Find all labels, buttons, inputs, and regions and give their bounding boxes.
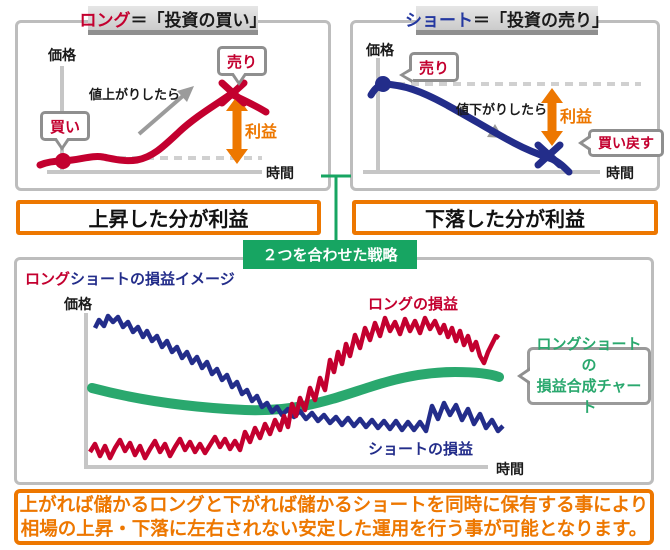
profit-arrow-long (226, 96, 248, 164)
strategy-box-label: ２つを合わせた戦略 (262, 247, 398, 264)
short-title-rest: ＝「投資の売り」 (473, 10, 609, 30)
combined-chart-title: ロングショートの損益イメージ (25, 268, 235, 289)
short-series-label: ショートの損益 (368, 441, 474, 458)
combined-pnl-chart (84, 313, 505, 469)
rise-arrow (137, 93, 186, 136)
fall-note-label: 値下がりしたら (456, 102, 548, 117)
strategy-connector-lines (321, 174, 351, 248)
rise-note-label: 値上がりしたら (89, 87, 181, 102)
short-time-axis-label: 時間 (606, 165, 634, 181)
sell-callout-long-label: 売り (226, 53, 257, 71)
sell-x-mark-icon (218, 79, 248, 107)
buy-point (55, 153, 71, 169)
long-title-highlight: ロング (79, 10, 131, 30)
long-caption-label: 上昇した分が利益 (88, 209, 249, 231)
sell-callout-short-label: 売り (418, 59, 449, 77)
footer-line2: 相場の上昇・下落に左右されない安定した運用を行う事が可能となります。 (20, 518, 648, 539)
long-series-label: ロングの損益 (368, 296, 459, 313)
buyback-x-mark-icon (534, 141, 564, 169)
combined-title-rest: ショートの損益イメージ (70, 271, 235, 288)
combined-price-axis-label: 価格 (64, 296, 92, 312)
long-caption-box: 上昇した分が利益 (16, 200, 321, 235)
long-title-rest: ＝「投資の買い」 (130, 10, 267, 30)
combined-time-axis-label: 時間 (496, 461, 524, 477)
short-caption-label: 下落した分が利益 (425, 209, 585, 231)
buy-callout-label: 買い (49, 118, 80, 136)
short-chart (363, 58, 641, 176)
buyback-callout: 買い戻す (578, 129, 664, 157)
short-price-axis-label: 価格 (366, 42, 394, 58)
sell-callout-short: 売り (399, 52, 459, 83)
long-time-axis-label: 時間 (266, 165, 294, 181)
long-series-line (88, 315, 501, 461)
short-title-highlight: ショート (405, 10, 473, 30)
short-series-line (92, 313, 505, 434)
long-price-axis-label: 価格 (48, 47, 76, 63)
combined-callout-line1: ロングショートの (536, 336, 642, 374)
combined-series-callout: ロングショートの 損益合成チャート (517, 336, 651, 416)
short-profit-label: 利益 (560, 109, 593, 126)
footer-line1: 上がれば儲かるロングと下がれば儲かるショートを同時に保有する事により (19, 493, 649, 515)
profit-arrow-short (541, 88, 563, 146)
rise-arrowhead-icon (177, 86, 194, 102)
long-title: ロング ＝「投資の買い」 (80, 6, 267, 35)
buyback-callout-label: 買い戻す (598, 135, 654, 151)
long-profit-label: 利益 (245, 124, 278, 141)
combined-title-highlight: ロング (25, 271, 71, 288)
short-caption-box: 下落した分が利益 (352, 200, 658, 235)
strategy-box: ２つを合わせた戦略 (243, 240, 417, 269)
combined-series-line (87, 366, 504, 416)
sell-point (375, 76, 391, 92)
short-title: ショート ＝「投資の売り」 (405, 6, 609, 35)
buy-callout: 買い (40, 111, 90, 151)
short-price-curve (367, 80, 573, 176)
footer-explanation-box: 上がれば儲かるロングと下がれば儲かるショートを同時に保有する事により 相場の上昇… (14, 489, 654, 545)
combined-callout-line2: 損益合成チャート (536, 378, 642, 416)
short-panel (350, 20, 660, 191)
sell-callout-long: 売り (217, 46, 267, 86)
